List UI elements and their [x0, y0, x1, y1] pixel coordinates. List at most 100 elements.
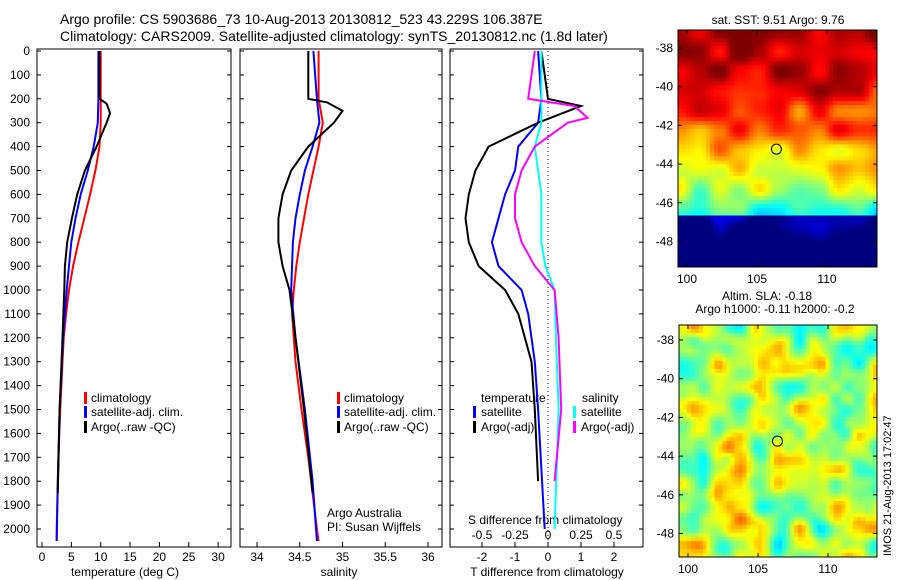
- depth-tick-label: 1900: [3, 498, 30, 512]
- sla-map-y-tick-label: -44: [657, 449, 675, 463]
- sla-map-y-tick-label: -46: [657, 488, 675, 502]
- salinity-legend: climatology satellite-adj. clim. Argo(..…: [337, 391, 436, 434]
- svg-text:salinity: salinity: [582, 391, 619, 405]
- svg-text:satellite: satellite: [481, 405, 522, 419]
- series-s-satellite: [533, 51, 560, 530]
- svg-text:temperature: temperature: [481, 391, 546, 405]
- series-t-satellite: [490, 50, 546, 530]
- sla-map-y-tick-label: -42: [657, 410, 675, 424]
- x2-tick-label: 0.5: [606, 528, 623, 542]
- sst-map-y-tick-label: -46: [656, 196, 674, 210]
- sst-map-x-tick-label: 110: [817, 272, 836, 286]
- sst-map-y-tick-label: -48: [656, 235, 674, 249]
- depth-tick-label: 1300: [3, 355, 30, 369]
- sst-map-y-tick-label: -44: [656, 157, 674, 171]
- sla-map: [679, 325, 877, 557]
- sst-map-argo-marker: [770, 143, 782, 155]
- depth-tick-label: 100: [10, 68, 30, 82]
- x-tick-label: 0: [545, 550, 552, 564]
- imos-stamp: IMOS 21-Aug-2013 17:02:47: [882, 415, 894, 556]
- depth-tick-label: 1600: [3, 426, 30, 440]
- annotation-pi: PI: Susan Wijffels: [327, 520, 421, 534]
- sla-map-title1: Altim. SLA: -0.18: [722, 289, 812, 303]
- depth-tick-label: 2000: [3, 522, 30, 536]
- series-argo-raw-qc-: [277, 51, 344, 494]
- temperature-xlabel: temperature (deg C): [71, 565, 179, 579]
- sst-map-x-tick-label: 105: [747, 272, 767, 286]
- x-tick-label: 15: [123, 550, 137, 564]
- x2-tick-label: 0.25: [569, 528, 593, 542]
- sst-map-title: sat. SST: 9.51 Argo: 9.76: [712, 13, 845, 27]
- panel-frame-0: [36, 48, 232, 548]
- x-tick-label: 5: [68, 550, 75, 564]
- x-tick-label: 10: [94, 550, 108, 564]
- depth-tick-label: 1800: [3, 474, 30, 488]
- series-argo-raw-qc-: [56, 51, 112, 494]
- panel-frame-2: [449, 48, 644, 548]
- depth-tick-label: 800: [10, 235, 30, 249]
- annotation-agency: Argo Australia: [327, 506, 402, 520]
- x-tick-label: 35.5: [374, 550, 398, 564]
- svg-text:satellite-adj. clim.: satellite-adj. clim.: [344, 405, 436, 419]
- depth-tick-label: 1100: [4, 307, 30, 321]
- sla-map-y-tick-label: -48: [657, 527, 675, 541]
- svg-text:Argo(..raw -QC): Argo(..raw -QC): [91, 420, 176, 434]
- depth-tick-label: 1500: [3, 403, 30, 417]
- x2-tick-label: -0.5: [472, 528, 493, 542]
- sst-map-y-tick-label: -40: [656, 80, 674, 94]
- series-s-argo-adj-: [514, 50, 590, 482]
- sst-map-y-tick-label: -42: [656, 118, 674, 132]
- sla-map-frame: [678, 324, 878, 558]
- sst-map-frame: [677, 29, 878, 268]
- x-tick-label: 1: [578, 550, 585, 564]
- svg-text:Argo(-adj): Argo(-adj): [581, 420, 634, 434]
- svg-text:satellite-adj. clim.: satellite-adj. clim.: [91, 405, 183, 419]
- sla-map-argo-marker: [771, 435, 783, 447]
- svg-text:climatology: climatology: [91, 391, 151, 405]
- title-line2: Climatology: CARS2009. Satellite-adjuste…: [60, 28, 608, 44]
- x2-tick-label: -0.25: [501, 528, 529, 542]
- x-tick-label: 34: [250, 550, 264, 564]
- sla-map-y-tick-label: -40: [657, 372, 675, 386]
- temperature-legend: climatology satellite-adj. clim. Argo(..…: [84, 391, 183, 434]
- sla-map-y-tick-label: -38: [657, 333, 675, 347]
- x-tick-label: 2: [611, 550, 618, 564]
- svg-text:climatology: climatology: [344, 391, 404, 405]
- panel-frame-1: [239, 48, 443, 548]
- depth-tick-label: 400: [10, 140, 30, 154]
- svg-text:Argo(..raw -QC): Argo(..raw -QC): [344, 420, 429, 434]
- depth-tick-label: 1200: [3, 331, 30, 345]
- sst-map-y-tick-label: -38: [656, 41, 674, 55]
- depth-tick-label: 600: [10, 187, 30, 201]
- sla-map-title2: Argo h1000: -0.11 h2000: -0.2: [695, 302, 855, 316]
- depth-tick-label: 1000: [3, 283, 30, 297]
- x-tick-label: 35: [336, 550, 350, 564]
- depth-tick-label: 0: [23, 44, 30, 58]
- sst-map-x-tick-label: 100: [677, 272, 697, 286]
- s-diff-xlabel: S difference from climatology: [468, 513, 623, 527]
- sla-map-x-tick-label: 100: [678, 562, 698, 576]
- depth-tick-label: 300: [10, 116, 30, 130]
- x-tick-label: 30: [211, 550, 225, 564]
- series-satellite-adj-clim-: [290, 50, 321, 542]
- series-t-argo-adj-: [464, 50, 585, 482]
- title-line1: Argo profile: CS 5903686_73 10-Aug-2013 …: [60, 11, 543, 27]
- x-tick-label: 20: [153, 550, 167, 564]
- depth-tick-label: 500: [10, 164, 30, 178]
- svg-text:satellite: satellite: [581, 405, 622, 419]
- sst-map: [678, 30, 877, 267]
- x2-tick-label: 0: [545, 528, 552, 542]
- salinity-xlabel: salinity: [321, 565, 358, 579]
- x-tick-label: 25: [182, 550, 196, 564]
- x-tick-label: 34.5: [288, 550, 312, 564]
- depth-tick-label: 700: [10, 211, 30, 225]
- diff-legend: temperature satellite Argo(-adj) salinit…: [473, 391, 634, 434]
- svg-text:Argo(-adj): Argo(-adj): [481, 420, 534, 434]
- sla-map-x-tick-label: 110: [818, 562, 837, 576]
- depth-tick-label: 1700: [3, 450, 30, 464]
- x-tick-label: -1: [510, 550, 521, 564]
- depth-tick-label: 1400: [3, 379, 30, 393]
- x-tick-label: -2: [477, 550, 488, 564]
- series-satellite-adj-clim-: [55, 51, 100, 542]
- x-tick-label: 36: [421, 550, 435, 564]
